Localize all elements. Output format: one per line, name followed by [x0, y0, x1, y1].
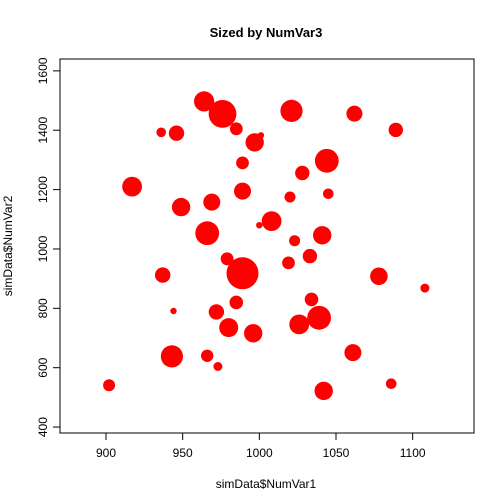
- y-tick-label: 600: [36, 357, 50, 377]
- data-point: [385, 378, 397, 390]
- y-tick-label: 800: [36, 298, 50, 318]
- data-point: [213, 362, 223, 371]
- y-tick-label: 1000: [36, 235, 50, 262]
- data-point: [304, 292, 319, 307]
- data-point: [195, 221, 220, 246]
- x-axis-label: simData$NumVar1: [216, 477, 317, 491]
- data-point: [314, 148, 339, 173]
- data-point: [314, 381, 333, 401]
- x-tick-label: 1000: [246, 446, 273, 460]
- data-point: [388, 122, 403, 138]
- y-axis: 400 600 800 1000 1200 1400 1600: [36, 57, 61, 437]
- data-point: [226, 257, 259, 290]
- data-point: [256, 222, 263, 229]
- data-point: [208, 100, 237, 128]
- data-point: [344, 344, 362, 362]
- data-point: [295, 165, 310, 181]
- data-point: [229, 295, 244, 310]
- y-tick-label: 400: [36, 417, 50, 437]
- x-tick-label: 950: [173, 446, 193, 460]
- points-layer: [103, 91, 430, 401]
- x-tick-label: 900: [96, 446, 116, 460]
- data-point: [229, 122, 243, 136]
- data-point: [208, 304, 225, 320]
- data-point: [346, 105, 363, 122]
- data-point: [280, 99, 303, 122]
- data-point: [289, 314, 310, 335]
- data-point: [203, 193, 221, 211]
- y-tick-label: 1400: [36, 117, 50, 144]
- data-point: [302, 248, 318, 264]
- x-tick-label: 1100: [400, 446, 426, 460]
- data-point: [160, 345, 183, 368]
- data-point: [170, 307, 177, 315]
- plot-frame: [59, 58, 475, 434]
- data-point: [244, 324, 263, 343]
- data-point: [219, 318, 239, 338]
- data-point: [220, 252, 234, 266]
- data-point: [201, 349, 214, 362]
- data-point: [194, 91, 215, 112]
- data-point: [122, 176, 142, 197]
- data-point: [420, 283, 430, 293]
- data-point: [284, 191, 296, 203]
- data-point: [171, 197, 191, 217]
- data-point: [236, 156, 249, 170]
- data-point: [370, 267, 388, 286]
- y-axis-label: simData$NumVar2: [1, 195, 15, 296]
- data-point: [323, 188, 334, 200]
- data-point: [257, 132, 265, 139]
- data-point: [234, 182, 251, 200]
- data-point: [156, 127, 166, 138]
- data-point: [103, 379, 116, 392]
- data-point: [168, 125, 185, 141]
- data-point: [289, 235, 301, 247]
- x-axis: 900 950 1000 1050 1100: [96, 432, 426, 460]
- data-point: [313, 226, 332, 245]
- y-tick-label: 1200: [36, 176, 50, 203]
- data-point: [261, 211, 282, 232]
- x-tick-label: 1050: [323, 446, 350, 460]
- data-point: [155, 267, 171, 283]
- chart-title: Sized by NumVar3: [210, 25, 323, 40]
- data-point: [282, 256, 295, 270]
- y-tick-label: 1600: [36, 57, 50, 84]
- data-point: [307, 305, 331, 330]
